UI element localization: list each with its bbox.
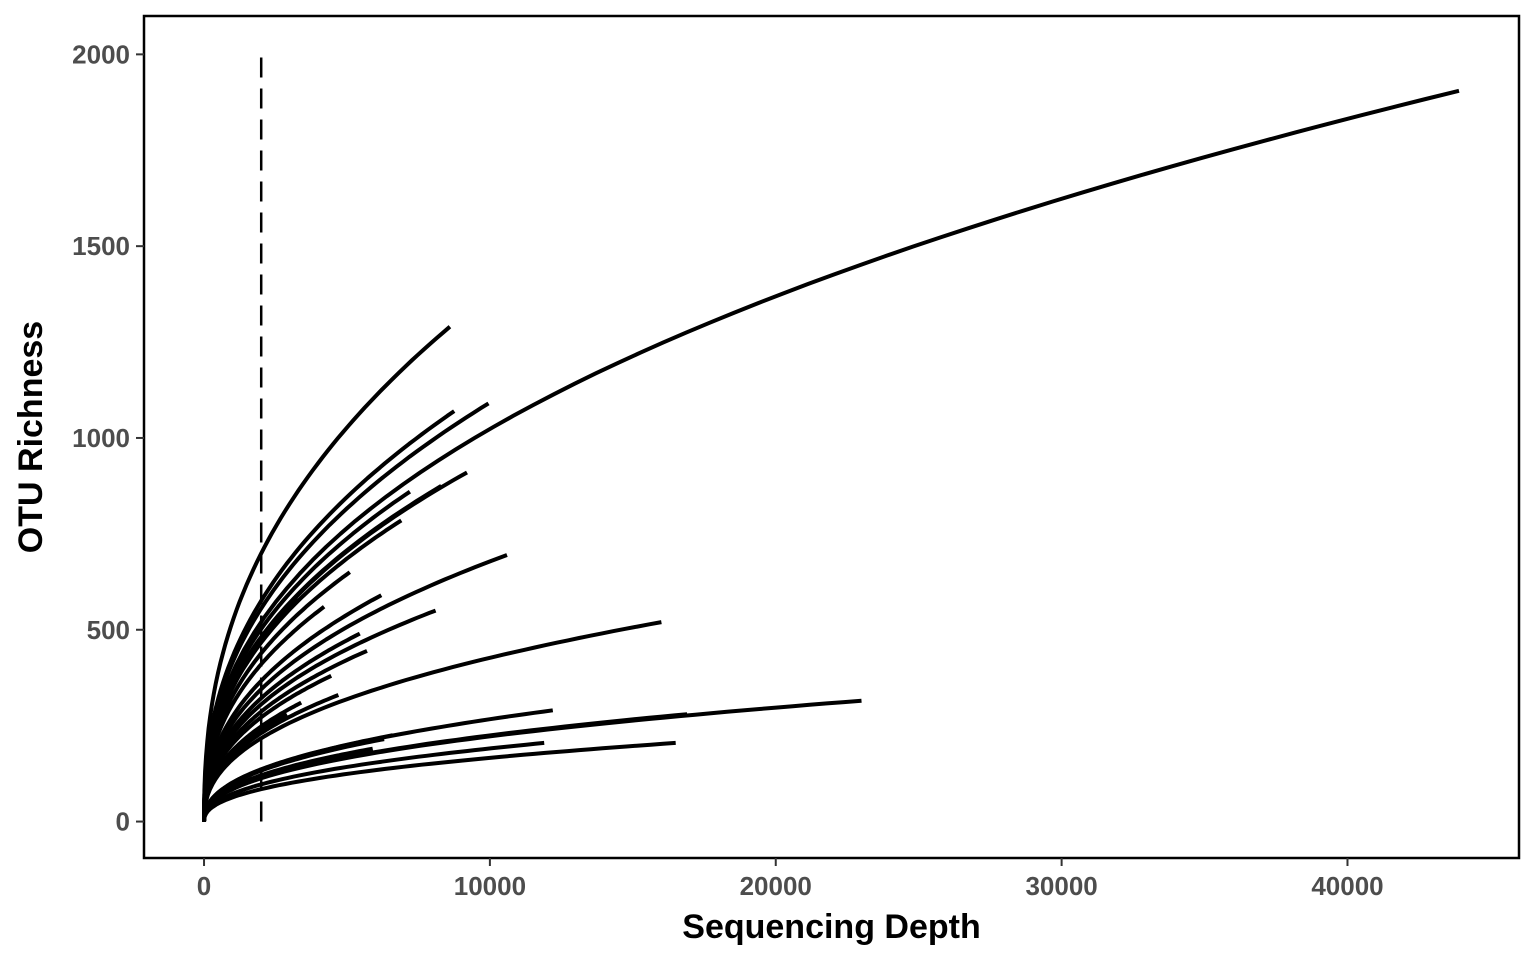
rarefaction-curve-14 (202, 597, 300, 822)
rarefaction-curves (202, 88, 1460, 822)
x-tick-label: 40000 (1311, 871, 1383, 901)
y-axis: 0 500 1000 1500 2000 (72, 39, 144, 837)
rarefaction-curve-2 (202, 325, 452, 822)
rarefaction-curve-15 (202, 631, 361, 822)
rarefaction-curve-28 (202, 746, 374, 822)
y-tick-label: 2000 (72, 39, 130, 69)
rarefaction-curve-11 (202, 593, 383, 822)
rarefaction-curve-27 (202, 740, 545, 822)
y-tick-label: 1000 (72, 423, 130, 453)
x-axis: 0 10000 20000 30000 40000 (197, 858, 1384, 901)
y-tick-label: 1500 (72, 231, 130, 261)
y-tick-label: 500 (87, 615, 130, 645)
rarefaction-curve-9 (202, 553, 508, 822)
x-axis-title: Sequencing Depth (682, 908, 980, 946)
rarefaction-curve-1 (202, 88, 1460, 822)
x-tick-label: 10000 (454, 871, 526, 901)
rarefaction-curve-29 (202, 740, 676, 822)
x-tick-label: 20000 (740, 871, 812, 901)
rarefaction-curve-21 (202, 712, 288, 822)
x-tick-label: 30000 (1025, 871, 1097, 901)
rarefaction-curve-17 (202, 620, 662, 822)
x-tick-label: 0 (197, 871, 211, 901)
y-axis-title: OTU Richness (12, 321, 50, 553)
rarefaction-curve-4 (202, 409, 456, 822)
y-tick-label: 0 (116, 807, 130, 837)
